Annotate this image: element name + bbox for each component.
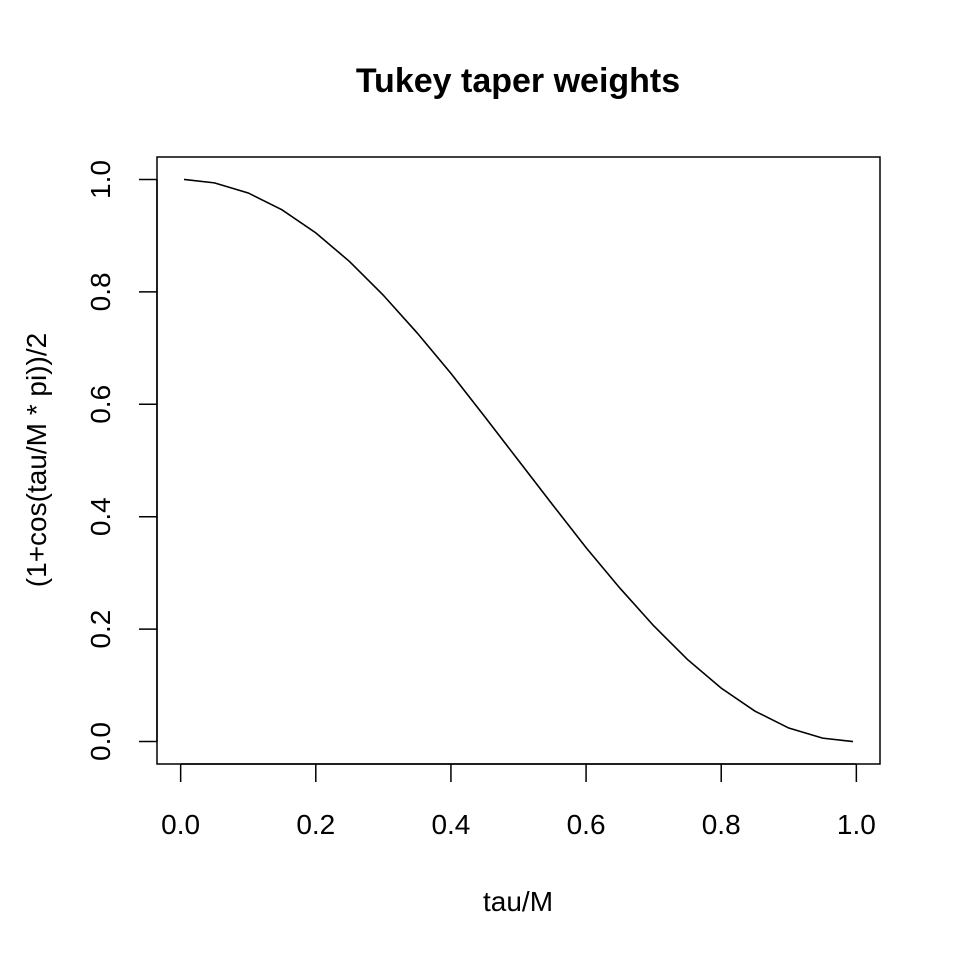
y-tick-label: 1.0 (85, 160, 116, 199)
series-line (183, 178, 854, 743)
chart-title: Tukey taper weights (356, 62, 680, 100)
x-tick-label: 1.0 (837, 809, 876, 840)
y-tick-label: 0.4 (85, 497, 116, 536)
y-tick-label: 0.0 (85, 722, 116, 761)
x-axis-label: tau/M (483, 886, 553, 917)
y-tick-label: 0.2 (85, 610, 116, 649)
x-tick-label: 0.6 (567, 809, 606, 840)
x-tick-label: 0.0 (161, 809, 200, 840)
x-axis: 0.0 0.2 0.4 0.6 0.8 1.0 (161, 763, 876, 840)
y-axis: 0.0 0.2 0.4 0.6 0.8 1.0 (85, 160, 158, 761)
y-tick-label: 0.8 (85, 272, 116, 311)
x-tick-label: 0.2 (296, 809, 335, 840)
y-tick-label: 0.6 (85, 385, 116, 424)
y-axis-label: (1+cos(tau/M * pi))/2 (21, 333, 52, 587)
x-tick-label: 0.8 (702, 809, 741, 840)
x-tick-label: 0.4 (431, 809, 470, 840)
